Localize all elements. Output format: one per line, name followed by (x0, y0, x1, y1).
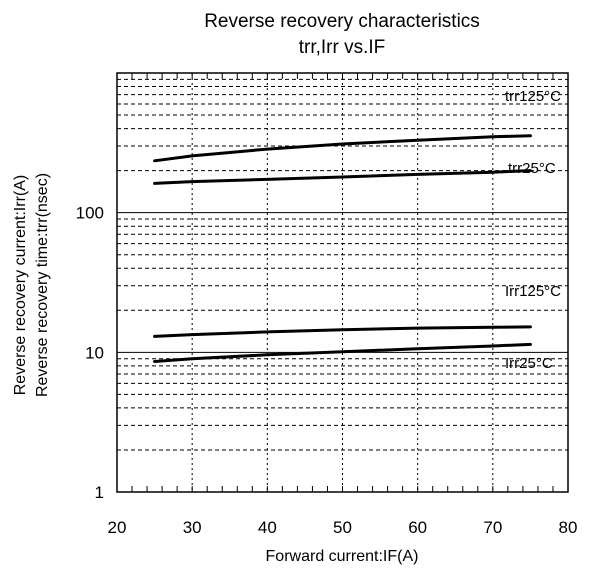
x-tick-label: 40 (258, 518, 277, 537)
series-line (153, 169, 532, 185)
x-tick-label: 20 (108, 518, 127, 537)
y-tick-labels: 1 10 100 (76, 204, 104, 502)
x-tick-label: 80 (559, 518, 578, 537)
series-label-trr25: trr25°C (508, 160, 556, 177)
y-tick-label: 10 (85, 343, 104, 362)
y-tick-label: 1 (95, 483, 104, 502)
x-tick-label: 70 (483, 518, 502, 537)
x-tick-label: 30 (183, 518, 202, 537)
series-line (153, 342, 532, 363)
series-label-irr25: Irr25°C (505, 355, 553, 372)
grid (117, 73, 568, 492)
x-tick-labels: 20 30 40 50 60 70 80 (108, 518, 578, 537)
y-tick-label: 100 (76, 204, 104, 223)
series-line (153, 134, 532, 163)
x-tick-label: 50 (333, 518, 352, 537)
x-tick-label: 60 (408, 518, 427, 537)
chart-subtitle: trr,Irr vs.IF (299, 37, 386, 58)
series-line (153, 325, 532, 338)
x-axis-label: Forward current:IF(A) (266, 548, 419, 565)
chart-title: Reverse recovery characteristics (204, 11, 480, 32)
series-lines (153, 134, 532, 363)
y-axis-label-line-2: Reverse recovery time:trr(nsec) (34, 173, 51, 397)
plot-frame (116, 72, 569, 493)
y-axis-label-line-1: Reverse recovery current:Irr(A) (12, 175, 29, 396)
series-label-irr125: Irr125°C (505, 283, 561, 300)
series-label-trr125: trr125°C (505, 88, 561, 105)
tick-marks (131, 73, 554, 492)
